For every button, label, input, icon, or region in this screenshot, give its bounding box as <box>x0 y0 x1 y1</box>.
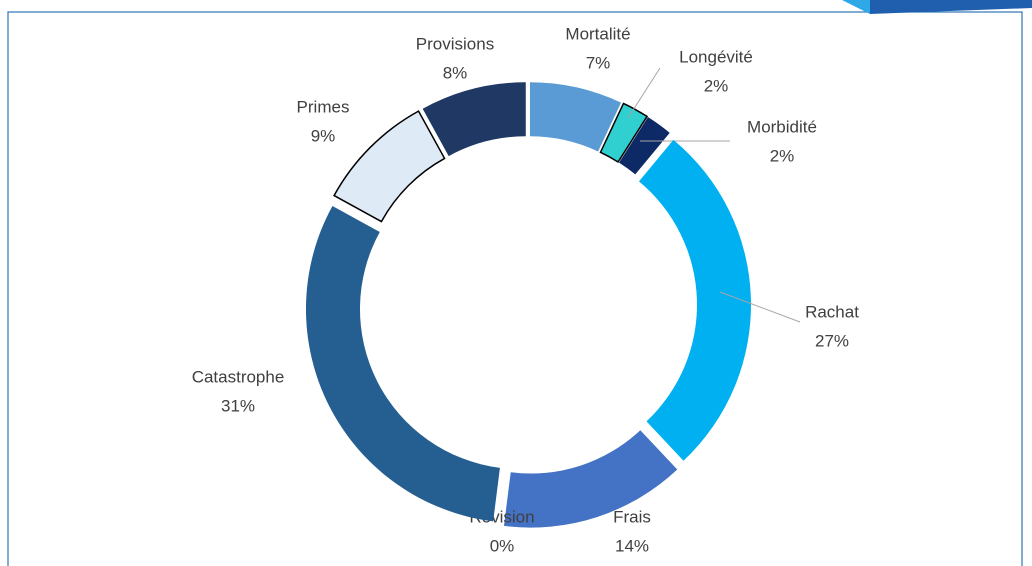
decoration <box>850 0 1032 14</box>
slice-label: Catastrophe <box>192 367 285 386</box>
slice-value-label: 7% <box>586 53 611 72</box>
slice-value-label: 2% <box>770 146 795 165</box>
slice-label: Longévité <box>679 47 753 66</box>
leader-line <box>627 67 661 119</box>
donut-slice <box>422 82 526 157</box>
slice-label: Mortalité <box>565 24 630 43</box>
decoration <box>842 0 870 14</box>
slice-value-label: 2% <box>704 76 729 95</box>
slice-label: Frais <box>613 507 651 526</box>
slice-label: Morbidité <box>747 117 817 136</box>
donut-slice <box>333 110 446 223</box>
frame <box>7 11 1023 566</box>
slice-value-label: 8% <box>443 63 468 82</box>
donut-slice <box>638 139 751 461</box>
slice-label: Provisions <box>416 34 494 53</box>
donut-slice <box>619 117 670 175</box>
slice-value-label: 14% <box>615 536 649 555</box>
donut-slice <box>503 430 678 528</box>
donut-slice <box>529 82 622 152</box>
slice-label: Primes <box>297 97 350 116</box>
donut-slice <box>305 205 500 522</box>
slice-value-label: 9% <box>311 126 336 145</box>
donut-slice <box>599 102 649 164</box>
slice-value-label: 27% <box>815 331 849 350</box>
leader-line <box>719 291 801 323</box>
slice-value-label: 31% <box>221 396 255 415</box>
slice-label: Rachat <box>805 302 859 321</box>
slice-value-label: 0% <box>490 536 515 555</box>
